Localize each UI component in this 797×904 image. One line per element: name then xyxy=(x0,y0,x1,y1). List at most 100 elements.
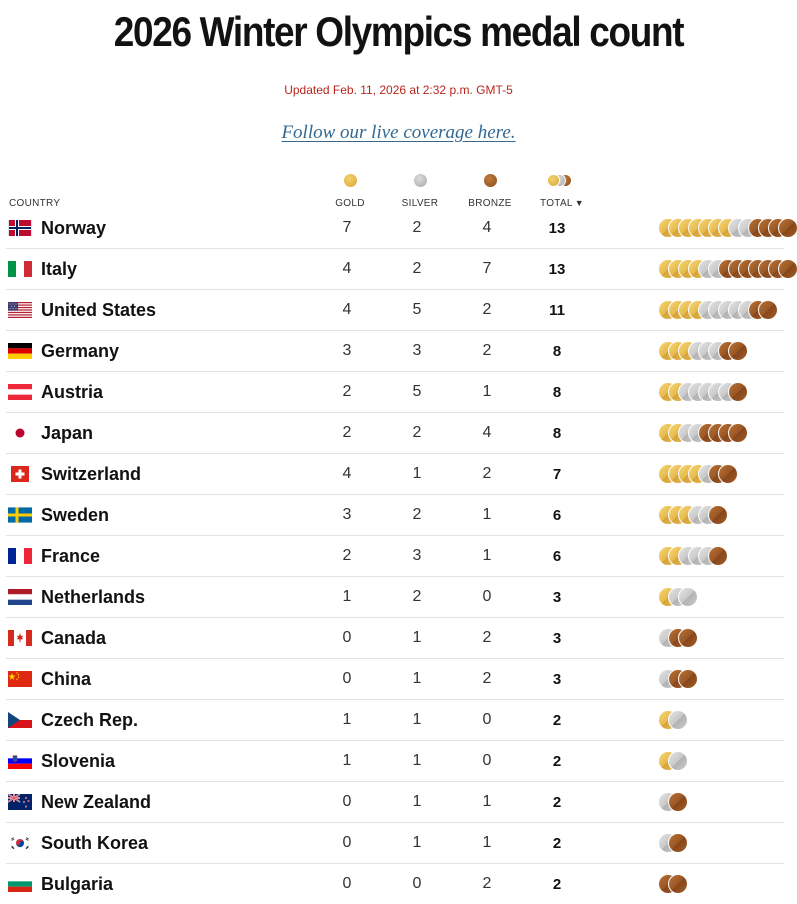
bronze-count: 7 xyxy=(452,249,522,290)
bronze-count: 2 xyxy=(452,618,522,659)
silver-count: 1 xyxy=(382,454,452,495)
header-silver[interactable]: SILVER xyxy=(385,174,455,209)
country-cell: Italy xyxy=(6,249,312,290)
france-flag-icon xyxy=(8,548,32,564)
sweden-flag-icon xyxy=(8,507,32,523)
country-name: Austria xyxy=(41,382,103,402)
country-name: Switzerland xyxy=(41,464,141,484)
silver-count: 2 xyxy=(382,577,452,618)
bronze-count: 0 xyxy=(452,577,522,618)
united-states-flag-icon xyxy=(8,302,32,318)
header-total[interactable]: TOTAL▼ xyxy=(527,174,597,209)
country-cell: Germany xyxy=(6,331,312,372)
gold-count: 2 xyxy=(312,413,382,454)
country-cell: Austria xyxy=(6,372,312,413)
bronze-medal-icon xyxy=(678,628,698,648)
bronze-medal-icon xyxy=(728,423,748,443)
bronze-medal-icon xyxy=(708,546,728,566)
norway-flag-icon xyxy=(8,220,32,236)
medal-bar-cell xyxy=(592,454,784,495)
medal-bar xyxy=(658,300,784,320)
country-name: China xyxy=(41,669,91,689)
header-bronze[interactable]: BRONZE xyxy=(455,174,525,209)
medal-bar-cell xyxy=(592,618,784,659)
country-cell: South Korea xyxy=(6,823,312,864)
live-coverage-link[interactable]: Follow our live coverage here. xyxy=(0,122,797,144)
country-name: Italy xyxy=(41,259,77,279)
bronze-medal-icon xyxy=(728,341,748,361)
medal-bar xyxy=(658,628,784,648)
country-name: Germany xyxy=(41,341,119,361)
medal-bar-cell xyxy=(592,536,784,577)
country-name: United States xyxy=(41,300,156,320)
medal-bar-cell xyxy=(592,290,784,331)
bronze-count: 2 xyxy=(452,331,522,372)
sort-down-icon: ▼ xyxy=(575,198,584,208)
canada-flag-icon xyxy=(8,630,32,646)
medal-bar xyxy=(658,259,784,279)
country-cell: Czech Rep. xyxy=(6,700,312,741)
total-count: 6 xyxy=(522,536,592,577)
silver-count: 1 xyxy=(382,618,452,659)
gold-count: 3 xyxy=(312,495,382,536)
gold-count: 1 xyxy=(312,741,382,782)
gold-count: 4 xyxy=(312,454,382,495)
medal-bar xyxy=(658,423,784,443)
silver-count: 2 xyxy=(382,495,452,536)
country-name: Sweden xyxy=(41,505,109,525)
medal-bar-cell xyxy=(592,495,784,536)
switzerland-flag-icon xyxy=(8,466,32,482)
medal-bar xyxy=(658,218,784,238)
total-count: 11 xyxy=(522,290,592,331)
austria-flag-icon xyxy=(8,384,32,400)
silver-count: 1 xyxy=(382,700,452,741)
total-count: 8 xyxy=(522,331,592,372)
total-count: 2 xyxy=(522,700,592,741)
header-gold[interactable]: GOLD xyxy=(315,174,385,209)
bronze-count: 1 xyxy=(452,536,522,577)
total-count: 2 xyxy=(522,864,592,904)
silver-count: 5 xyxy=(382,290,452,331)
medal-bar xyxy=(658,751,784,771)
gold-count: 0 xyxy=(312,782,382,823)
medal-bar xyxy=(658,464,784,484)
bronze-medal-icon xyxy=(668,792,688,812)
total-count: 8 xyxy=(522,372,592,413)
gold-count: 2 xyxy=(312,372,382,413)
gold-count: 1 xyxy=(312,577,382,618)
medal-bar xyxy=(658,341,784,361)
medal-bar-cell xyxy=(592,372,784,413)
medal-bar-cell xyxy=(592,700,784,741)
country-name: Canada xyxy=(41,628,106,648)
gold-count: 2 xyxy=(312,536,382,577)
total-count: 2 xyxy=(522,823,592,864)
medal-bar-cell xyxy=(592,782,784,823)
country-cell: Japan xyxy=(6,413,312,454)
country-cell: Sweden xyxy=(6,495,312,536)
bronze-count: 1 xyxy=(452,372,522,413)
bronze-count: 2 xyxy=(452,290,522,331)
medal-bar xyxy=(658,382,784,402)
country-cell: United States xyxy=(6,290,312,331)
country-cell: Slovenia xyxy=(6,741,312,782)
medal-bar-cell xyxy=(592,577,784,618)
country-cell: Norway xyxy=(6,208,312,249)
country-cell: Bulgaria xyxy=(6,864,312,904)
